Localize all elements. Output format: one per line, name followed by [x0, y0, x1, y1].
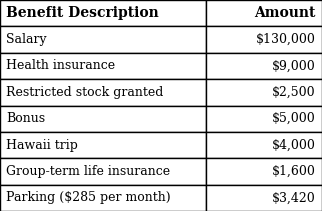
Bar [206, 0, 322, 26]
Bar [206, 132, 322, 158]
Text: Bonus: Bonus [6, 112, 46, 125]
Bar [0, 0, 206, 26]
Bar [206, 53, 322, 79]
Text: Group-term life insurance: Group-term life insurance [6, 165, 171, 178]
Text: Salary: Salary [6, 33, 47, 46]
Bar [0, 132, 206, 158]
Bar [206, 158, 322, 185]
Bar [206, 26, 322, 53]
Bar [206, 185, 322, 211]
Bar [0, 106, 206, 132]
Text: $4,000: $4,000 [272, 139, 316, 151]
Text: $3,420: $3,420 [272, 191, 316, 204]
Text: Restricted stock granted: Restricted stock granted [6, 86, 164, 99]
Text: Parking ($285 per month): Parking ($285 per month) [6, 191, 171, 204]
Text: $130,000: $130,000 [256, 33, 316, 46]
Text: $2,500: $2,500 [272, 86, 316, 99]
Bar [0, 26, 206, 53]
Text: $1,600: $1,600 [272, 165, 316, 178]
Bar [0, 185, 206, 211]
Text: $9,000: $9,000 [272, 60, 316, 72]
Bar [206, 79, 322, 106]
Bar [0, 53, 206, 79]
Bar [0, 79, 206, 106]
Text: Benefit Description: Benefit Description [6, 6, 159, 20]
Bar [206, 106, 322, 132]
Text: $5,000: $5,000 [272, 112, 316, 125]
Text: Health insurance: Health insurance [6, 60, 116, 72]
Bar [0, 158, 206, 185]
Text: Amount: Amount [254, 6, 316, 20]
Text: Hawaii trip: Hawaii trip [6, 139, 78, 151]
